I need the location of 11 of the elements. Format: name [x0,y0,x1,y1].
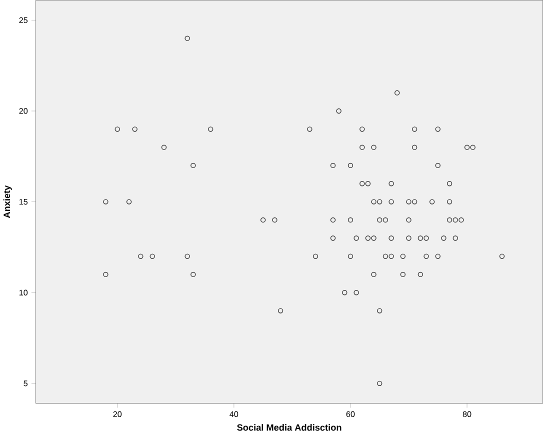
x-tick-label: 20 [113,411,122,418]
y-axis-title: Anxiety [3,185,12,218]
y-tick-label: 15 [19,198,28,205]
x-axis-title: Social Media Addisction [237,424,342,431]
y-tick-label: 10 [19,290,28,296]
x-tick-label: 40 [230,411,238,418]
y-tick-label: 5 [24,380,28,386]
y-tick-label: 25 [19,17,28,24]
x-tick-label: 80 [462,411,472,418]
y-tick-label: 20 [19,108,28,114]
x-tick-label: 60 [346,411,355,418]
